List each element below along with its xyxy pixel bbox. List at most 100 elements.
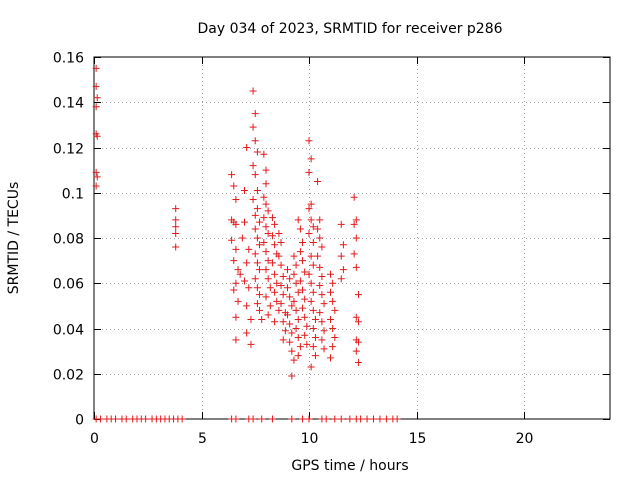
data-point [309,288,317,296]
data-point [262,293,270,301]
data-point [232,336,240,344]
data-point [275,229,283,237]
data-point [258,315,266,323]
data-point [264,207,272,215]
data-point [234,266,242,274]
y-tick-label: 0 [75,413,84,429]
data-point [96,415,104,423]
data-point [249,196,257,204]
data-point [232,313,240,321]
data-point [122,415,130,423]
data-point [279,318,287,326]
data-point [251,211,259,219]
data-point [311,352,319,360]
data-point [253,300,261,308]
data-point [271,220,279,228]
data-point [281,327,289,335]
data-point [256,306,264,314]
data-point [286,320,294,328]
data-point [309,325,317,332]
data-point [337,275,345,283]
y-tick-label: 0.16 [53,51,84,67]
data-point [294,352,302,360]
x-axis: 0 5 10 15 20 [90,57,533,447]
data-point [286,293,294,301]
data-point [232,245,240,253]
data-point [288,347,296,355]
data-point [292,261,300,269]
data-point [303,322,311,330]
data-point [286,338,294,346]
data-point [271,270,279,278]
data-point [305,168,313,176]
data-point [307,297,315,305]
data-point [320,327,328,335]
data-point [339,241,347,249]
data-point [309,239,317,247]
data-point [318,291,326,299]
data-point [249,123,257,131]
data-point [301,268,309,276]
data-point [316,234,324,242]
data-point [314,252,322,260]
data-point [294,315,302,323]
data-point [279,291,287,299]
data-point [251,250,259,258]
data-point [253,205,261,213]
data-point [354,338,362,346]
data-point [305,205,313,213]
x-tick-label: 20 [516,431,534,447]
data-point [277,282,285,290]
data-point [376,415,384,423]
data-point [290,356,298,364]
scatter-series [92,64,401,423]
data-point [299,304,307,312]
data-point [253,259,261,267]
data-point [382,415,390,423]
y-tick-label: 0.1 [62,187,84,203]
data-point [264,311,272,319]
data-point [234,297,242,305]
data-point [232,196,240,204]
data-point [271,288,279,296]
data-point [93,173,101,181]
data-point [251,110,259,118]
data-point [241,186,248,194]
data-point [284,311,291,319]
data-point [172,216,180,224]
data-point [303,340,311,348]
data-point [307,155,315,163]
data-point [346,415,354,423]
y-tick-label: 0.06 [53,277,84,293]
data-point [256,266,264,274]
data-point [279,272,287,280]
data-point [271,241,279,249]
data-point [352,313,360,321]
data-point [350,193,358,201]
data-point [284,266,291,274]
x-tick-label: 10 [301,431,319,447]
data-point [245,245,253,253]
data-point [309,343,317,351]
data-point [309,306,317,314]
data-point [277,239,285,247]
data-point [178,415,186,423]
x-axis-label: GPS time / hours [291,458,408,474]
data-point [309,261,317,269]
data-point [318,243,326,251]
data-point [264,229,272,237]
data-point [337,220,345,228]
data-point [288,329,296,337]
data-point [232,279,240,287]
y-tick-label: 0.12 [53,142,84,158]
data-point [243,329,251,337]
data-point [92,182,100,190]
data-point [307,200,315,208]
data-point [275,306,283,314]
data-point [249,415,257,423]
data-point [288,302,296,310]
data-point [260,239,268,247]
data-point [299,257,307,265]
data-point [273,297,281,305]
data-point [286,275,294,283]
